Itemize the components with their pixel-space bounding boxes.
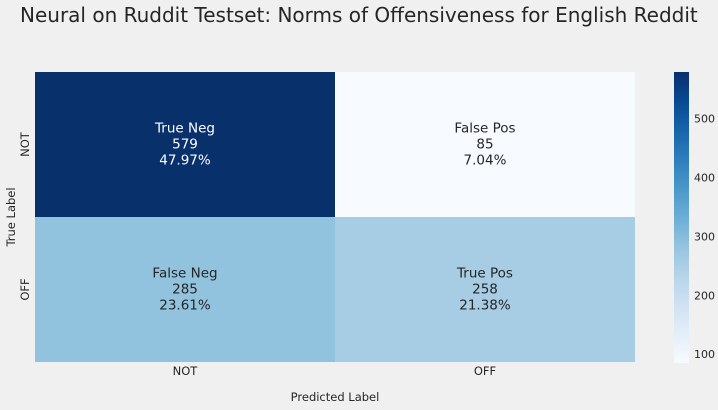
x-axis-label: Predicted Label — [291, 390, 380, 404]
cell-name-label: True Pos — [456, 266, 513, 282]
heatmap-cell-0-0 — [35, 72, 335, 217]
cell-count-label: 258 — [472, 282, 498, 298]
y-axis-label: True Label — [4, 187, 18, 247]
y-tick-label-0: NOT — [18, 131, 32, 157]
colorbar-tick-label-1: 200 — [694, 289, 715, 302]
cell-percent-label: 7.04% — [464, 153, 507, 169]
cell-name-label: False Neg — [152, 266, 217, 282]
colorbar-tick-label-4: 500 — [694, 113, 715, 126]
cell-name-label: False Pos — [454, 121, 515, 137]
cell-count-label: 85 — [476, 137, 493, 153]
heatmap-cells — [35, 72, 635, 362]
x-tick-label-0: NOT — [173, 364, 199, 378]
cell-percent-label: 23.61% — [159, 298, 211, 314]
chart-title: Neural on Ruddit Testset: Norms of Offen… — [20, 3, 698, 27]
heatmap-cell-1-0 — [35, 217, 335, 362]
cell-percent-label: 21.38% — [459, 298, 511, 314]
colorbar-gradient — [674, 72, 689, 363]
colorbar-tick-label-2: 300 — [694, 230, 715, 243]
cell-name-label: True Neg — [154, 121, 215, 137]
cell-count-label: 579 — [172, 137, 198, 153]
colorbar-tick-label-3: 400 — [694, 171, 715, 184]
x-tick-label-1: OFF — [474, 364, 496, 378]
heatmap-cell-0-1 — [335, 72, 635, 217]
heatmap-cell-1-1 — [335, 217, 635, 362]
colorbar-tick-label-0: 100 — [694, 348, 715, 361]
cell-count-label: 285 — [172, 282, 198, 298]
y-axis-ticks: NOT OFF — [18, 131, 32, 300]
y-tick-label-1: OFF — [18, 278, 32, 300]
cell-percent-label: 47.97% — [159, 153, 211, 169]
x-axis-ticks: NOT OFF — [173, 364, 496, 378]
colorbar: 100 200 300 400 500 — [674, 72, 715, 363]
